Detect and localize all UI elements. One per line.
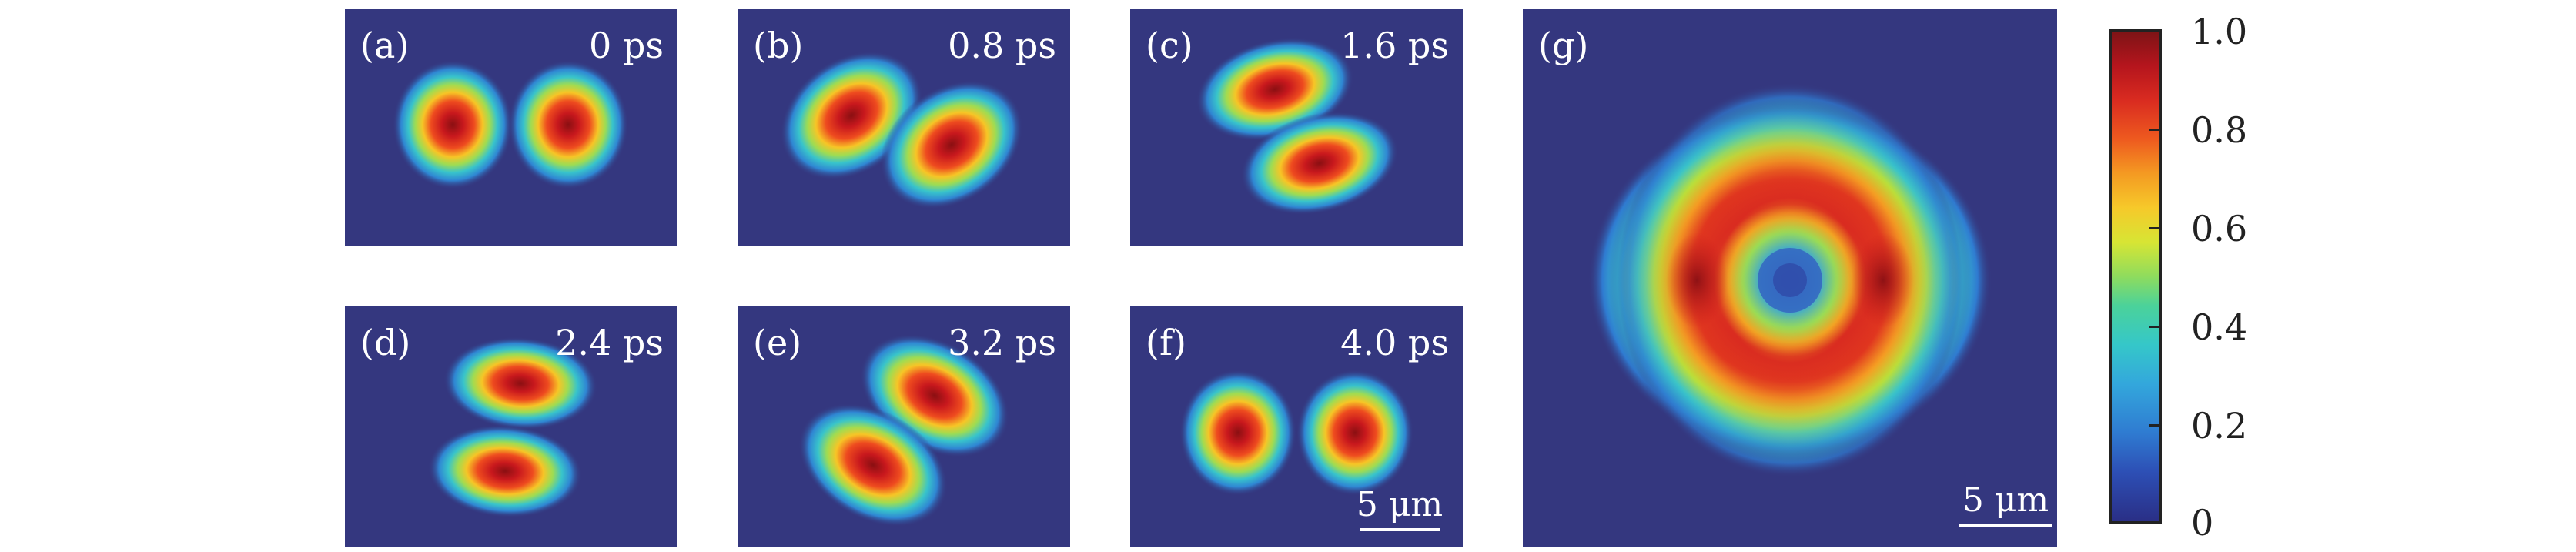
scale-bar: 5 μm xyxy=(1954,483,2057,527)
panel-g-field xyxy=(1588,83,1992,477)
lobe-upper xyxy=(443,336,597,430)
panel-label: (c) xyxy=(1146,25,1193,66)
scale-bar: 5 μm xyxy=(1353,488,1446,531)
panel-b: (b) 0.8 ps xyxy=(738,9,1070,246)
lobe-right xyxy=(1296,370,1413,496)
scale-bar-label: 5 μm xyxy=(1356,485,1444,524)
lobe-lower xyxy=(798,403,948,527)
time-label: 0 ps xyxy=(589,25,664,66)
colorbar-tick-label: 0.2 xyxy=(2191,405,2248,447)
colorbar-tick xyxy=(2149,521,2159,524)
scale-bar-line xyxy=(1959,524,2052,527)
colorbar xyxy=(2109,29,2162,524)
colorbar-tick-label: 1.0 xyxy=(2191,11,2248,52)
panel-f: (f) 4.0 ps 5 μm xyxy=(1130,306,1463,547)
lobe-lower xyxy=(1240,111,1399,216)
colorbar-tick-label: 0.6 xyxy=(2191,208,2248,249)
panel-e-field xyxy=(798,334,1009,527)
panel-c: (c) 1.6 ps xyxy=(1130,9,1463,246)
lobe-lower xyxy=(428,424,582,518)
vortex-center xyxy=(1773,263,1807,297)
scale-bar-label: 5 μm xyxy=(1962,480,2049,520)
time-label: 2.4 ps xyxy=(555,322,664,363)
panel-label: (f) xyxy=(1146,322,1186,363)
panel-c-field xyxy=(1196,37,1399,216)
time-label: 3.2 ps xyxy=(948,322,1056,363)
colorbar-tick-label: 0.4 xyxy=(2191,306,2248,348)
colorbar-tick xyxy=(2149,227,2159,229)
panel-label: (g) xyxy=(1538,25,1589,66)
panel-a: (a) 0 ps xyxy=(345,9,677,246)
hot-spot-right xyxy=(1852,233,1914,328)
panel-label: (d) xyxy=(360,322,411,363)
panel-f-field xyxy=(1179,370,1413,496)
panel-g: (g) 5 μm xyxy=(1523,9,2057,547)
time-label: 0.8 ps xyxy=(948,25,1056,66)
hot-spot-left xyxy=(1666,233,1728,328)
panel-a-field xyxy=(393,60,628,189)
panel-label: (b) xyxy=(753,25,804,66)
colorbar-tick xyxy=(2149,30,2159,32)
lobe-right xyxy=(508,60,628,189)
panel-d: (d) 2.4 ps xyxy=(345,306,677,547)
colorbar-tick xyxy=(2149,326,2159,328)
panel-d-field xyxy=(428,336,597,518)
time-label: 1.6 ps xyxy=(1340,25,1449,66)
lobe-left xyxy=(1179,370,1296,496)
panel-label: (e) xyxy=(753,322,802,363)
time-label: 4.0 ps xyxy=(1340,322,1449,363)
panel-label: (a) xyxy=(360,25,410,66)
colorbar-tick xyxy=(2149,424,2159,427)
colorbar-tick xyxy=(2149,129,2159,131)
panel-b-field xyxy=(780,51,1023,209)
scale-bar-line xyxy=(1360,528,1440,531)
colorbar-tick-label: 0 xyxy=(2191,502,2214,544)
colorbar-tick-label: 0.8 xyxy=(2191,109,2248,151)
lobe-left xyxy=(393,60,513,189)
panel-e: (e) 3.2 ps xyxy=(738,306,1070,547)
lobe-lower xyxy=(880,80,1023,209)
